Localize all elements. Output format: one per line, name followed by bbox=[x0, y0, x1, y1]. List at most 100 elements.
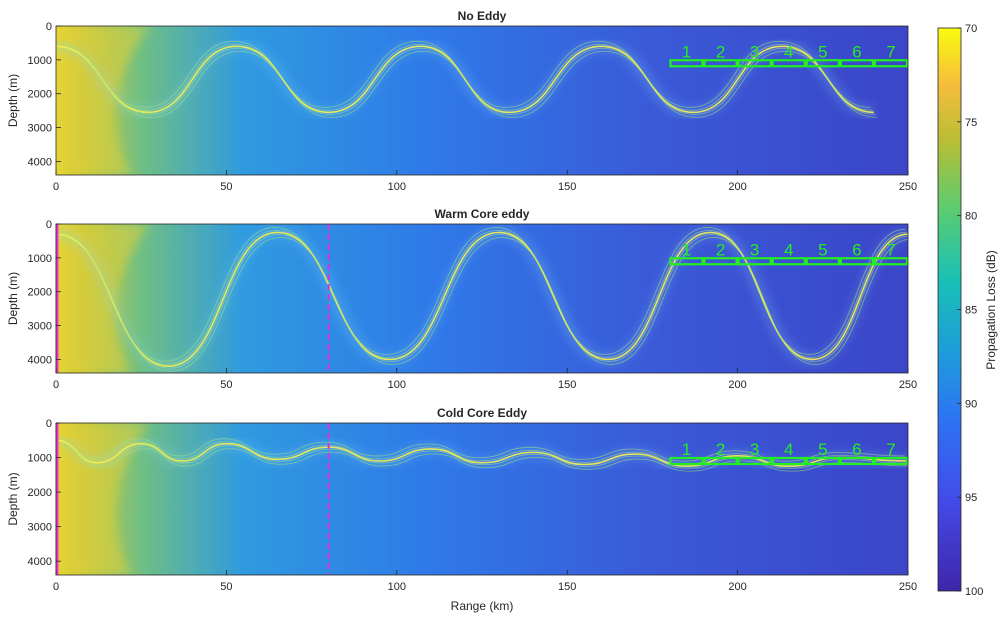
receiver-label: 3 bbox=[750, 42, 759, 61]
x-tick-label: 200 bbox=[728, 379, 746, 391]
x-tick-label: 150 bbox=[558, 581, 576, 593]
y-axis-label: Depth (m) bbox=[6, 272, 20, 325]
y-tick-label: 3000 bbox=[28, 123, 52, 135]
x-tick-label: 100 bbox=[388, 581, 406, 593]
x-tick-label: 250 bbox=[899, 181, 917, 193]
y-tick-label: 0 bbox=[46, 21, 52, 33]
ray-path bbox=[56, 437, 907, 465]
propagation-loss-field bbox=[56, 224, 908, 373]
x-tick-label: 50 bbox=[220, 581, 232, 593]
y-tick-label: 2000 bbox=[28, 487, 52, 499]
receiver-segment bbox=[669, 59, 704, 68]
receiver-segment bbox=[805, 456, 840, 466]
axes-frame bbox=[55, 422, 909, 576]
receiver-segment bbox=[703, 456, 738, 466]
colorbar-tick-label: 75 bbox=[965, 117, 977, 129]
colorbar-label: Propagation Loss (dB) bbox=[984, 250, 998, 369]
x-tick-label: 0 bbox=[53, 581, 59, 593]
x-tick-label: 250 bbox=[899, 379, 917, 391]
receiver-segment bbox=[737, 59, 772, 68]
y-tick-label: 1000 bbox=[28, 253, 52, 265]
x-tick-label: 100 bbox=[388, 181, 406, 193]
receiver-segment bbox=[839, 59, 875, 68]
receiver-segment bbox=[839, 456, 875, 466]
x-tick-label: 100 bbox=[388, 379, 406, 391]
y-tick-label: 2000 bbox=[28, 287, 52, 299]
axes-frame bbox=[55, 223, 909, 374]
x-tick-label: 0 bbox=[53, 181, 59, 193]
receiver-segment bbox=[805, 59, 840, 68]
ray-path bbox=[58, 444, 908, 472]
receiver-label: 2 bbox=[716, 440, 725, 459]
colorbar-tick-label: 90 bbox=[965, 398, 977, 410]
receiver-label: 5 bbox=[818, 240, 827, 259]
x-tick-label: 150 bbox=[558, 181, 576, 193]
receiver-label: 7 bbox=[886, 42, 895, 61]
receiver-label: 2 bbox=[716, 240, 725, 259]
y-tick-label: 1000 bbox=[28, 55, 52, 67]
colorbar-tick-label: 95 bbox=[965, 492, 977, 504]
receiver-label: 6 bbox=[852, 240, 861, 259]
receiver-segment bbox=[669, 456, 704, 466]
receiver-segment bbox=[737, 456, 772, 466]
receiver-label: 5 bbox=[818, 42, 827, 61]
receiver-label: 4 bbox=[784, 240, 793, 259]
x-tick-label: 200 bbox=[728, 181, 746, 193]
receiver-label: 4 bbox=[784, 440, 793, 459]
panel-1: 1 2 3 4 5 6 7 No Eddy 0 50 100 150 200 250 0 1000 2000 30… bbox=[6, 9, 917, 193]
receiver-segment bbox=[703, 59, 738, 68]
axes-frame bbox=[55, 25, 909, 176]
receiver-segment bbox=[805, 257, 840, 266]
propagation-loss-field bbox=[56, 423, 908, 575]
x-tick-label: 0 bbox=[53, 379, 59, 391]
receiver-label: 1 bbox=[682, 240, 691, 259]
ray-path bbox=[58, 50, 877, 118]
x-tick-label: 200 bbox=[728, 581, 746, 593]
y-axis-label: Depth (m) bbox=[6, 74, 20, 127]
x-tick-label: 50 bbox=[220, 379, 232, 391]
receiver-label: 1 bbox=[682, 42, 691, 61]
receiver-segment bbox=[771, 456, 806, 466]
receiver-label: 7 bbox=[886, 440, 895, 459]
colorbar-tick-label: 70 bbox=[965, 23, 977, 35]
y-tick-label: 4000 bbox=[28, 556, 52, 568]
ray-path bbox=[57, 234, 908, 369]
colorbar-tick-label: 100 bbox=[965, 586, 983, 598]
y-axis-label: Depth (m) bbox=[6, 472, 20, 525]
receiver-label: 6 bbox=[852, 440, 861, 459]
receiver-label: 3 bbox=[750, 440, 759, 459]
receiver-label: 3 bbox=[750, 240, 759, 259]
panel-title: Cold Core Eddy bbox=[437, 406, 527, 420]
receiver-segment bbox=[873, 257, 909, 266]
receiver-segment bbox=[737, 257, 772, 266]
receiver-label: 4 bbox=[784, 42, 793, 61]
panel-2: 1 2 3 4 5 6 7 Warm Core eddy 0 50 100 150 200 250 0 100… bbox=[6, 207, 917, 391]
receiver-label: 7 bbox=[886, 240, 895, 259]
y-tick-label: 0 bbox=[46, 418, 52, 430]
colorbar-tick-label: 85 bbox=[965, 305, 977, 317]
receiver-segment bbox=[771, 59, 806, 68]
receiver-label: 2 bbox=[716, 42, 725, 61]
receiver-segment bbox=[669, 257, 704, 266]
receiver-segment bbox=[873, 456, 909, 466]
propagation-loss-field bbox=[56, 26, 908, 175]
receiver-label: 5 bbox=[818, 440, 827, 459]
ray-path bbox=[58, 237, 908, 372]
y-tick-label: 2000 bbox=[28, 89, 52, 101]
y-tick-label: 3000 bbox=[28, 321, 52, 333]
x-axis-label: Range (km) bbox=[451, 599, 514, 613]
y-tick-label: 4000 bbox=[28, 156, 52, 168]
y-tick-label: 0 bbox=[46, 219, 52, 231]
panel-3: 1 2 3 4 5 6 7 Cold Core Eddy 0 50 100 150 200 250 0 100… bbox=[6, 406, 917, 613]
x-tick-label: 250 bbox=[899, 581, 917, 593]
x-tick-label: 50 bbox=[220, 181, 232, 193]
receiver-label: 6 bbox=[852, 42, 861, 61]
colorbar-tick-label: 80 bbox=[965, 211, 977, 223]
x-tick-label: 150 bbox=[558, 379, 576, 391]
panel-title: Warm Core eddy bbox=[435, 207, 530, 221]
ray-path bbox=[56, 435, 906, 462]
receiver-segment bbox=[873, 59, 909, 68]
receiver-segment bbox=[771, 257, 806, 266]
y-tick-label: 4000 bbox=[28, 354, 52, 366]
